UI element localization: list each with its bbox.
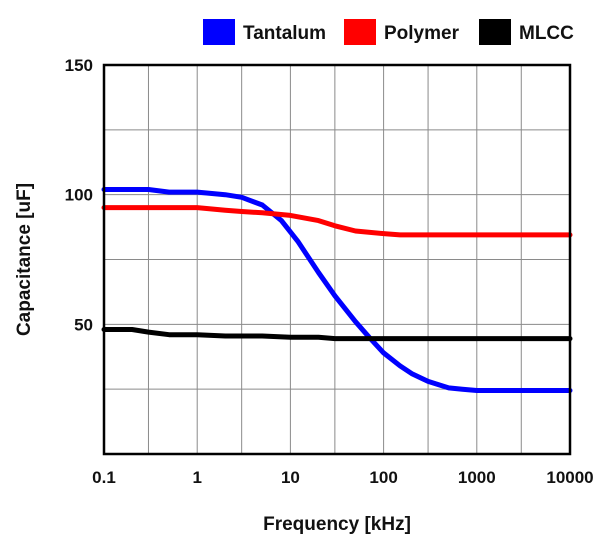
- x-tick-label: 0.1: [92, 468, 116, 487]
- legend-item-tantalum: Tantalum: [203, 19, 326, 45]
- legend-label: MLCC: [519, 23, 574, 44]
- legend-item-mlcc: MLCC: [479, 19, 574, 45]
- x-tick-label: 10000: [546, 468, 593, 487]
- legend-item-polymer: Polymer: [344, 19, 460, 45]
- plot-area-frame: [102, 63, 572, 456]
- legend-swatch: [479, 19, 511, 45]
- x-tick-label: 1: [192, 468, 201, 487]
- series-line-tantalum: [101, 187, 573, 393]
- legend: Tantalum Polymer MLCC: [203, 19, 574, 45]
- y-axis-title: Capacitance [uF]: [14, 183, 35, 336]
- legend-label: Polymer: [384, 23, 460, 44]
- x-axis-tick-labels: 0.1 1 10 100 1000 10000: [92, 468, 593, 487]
- series-lines: [101, 187, 573, 393]
- legend-swatch: [344, 19, 376, 45]
- x-tick-label: 10: [281, 468, 300, 487]
- x-tick-label: 1000: [458, 468, 496, 487]
- series-line-polymer: [101, 205, 573, 238]
- y-axis-tick-labels: 50 100 150: [65, 56, 93, 334]
- x-axis-title: Frequency [kHz]: [263, 514, 411, 535]
- y-tick-label: 100: [65, 186, 93, 205]
- y-tick-label: 150: [65, 56, 93, 75]
- series-line-mlcc: [101, 327, 573, 342]
- legend-swatch: [203, 19, 235, 45]
- x-tick-label: 100: [369, 468, 397, 487]
- y-tick-label: 50: [74, 315, 93, 334]
- legend-label: Tantalum: [243, 23, 326, 44]
- gridlines: [103, 64, 571, 454]
